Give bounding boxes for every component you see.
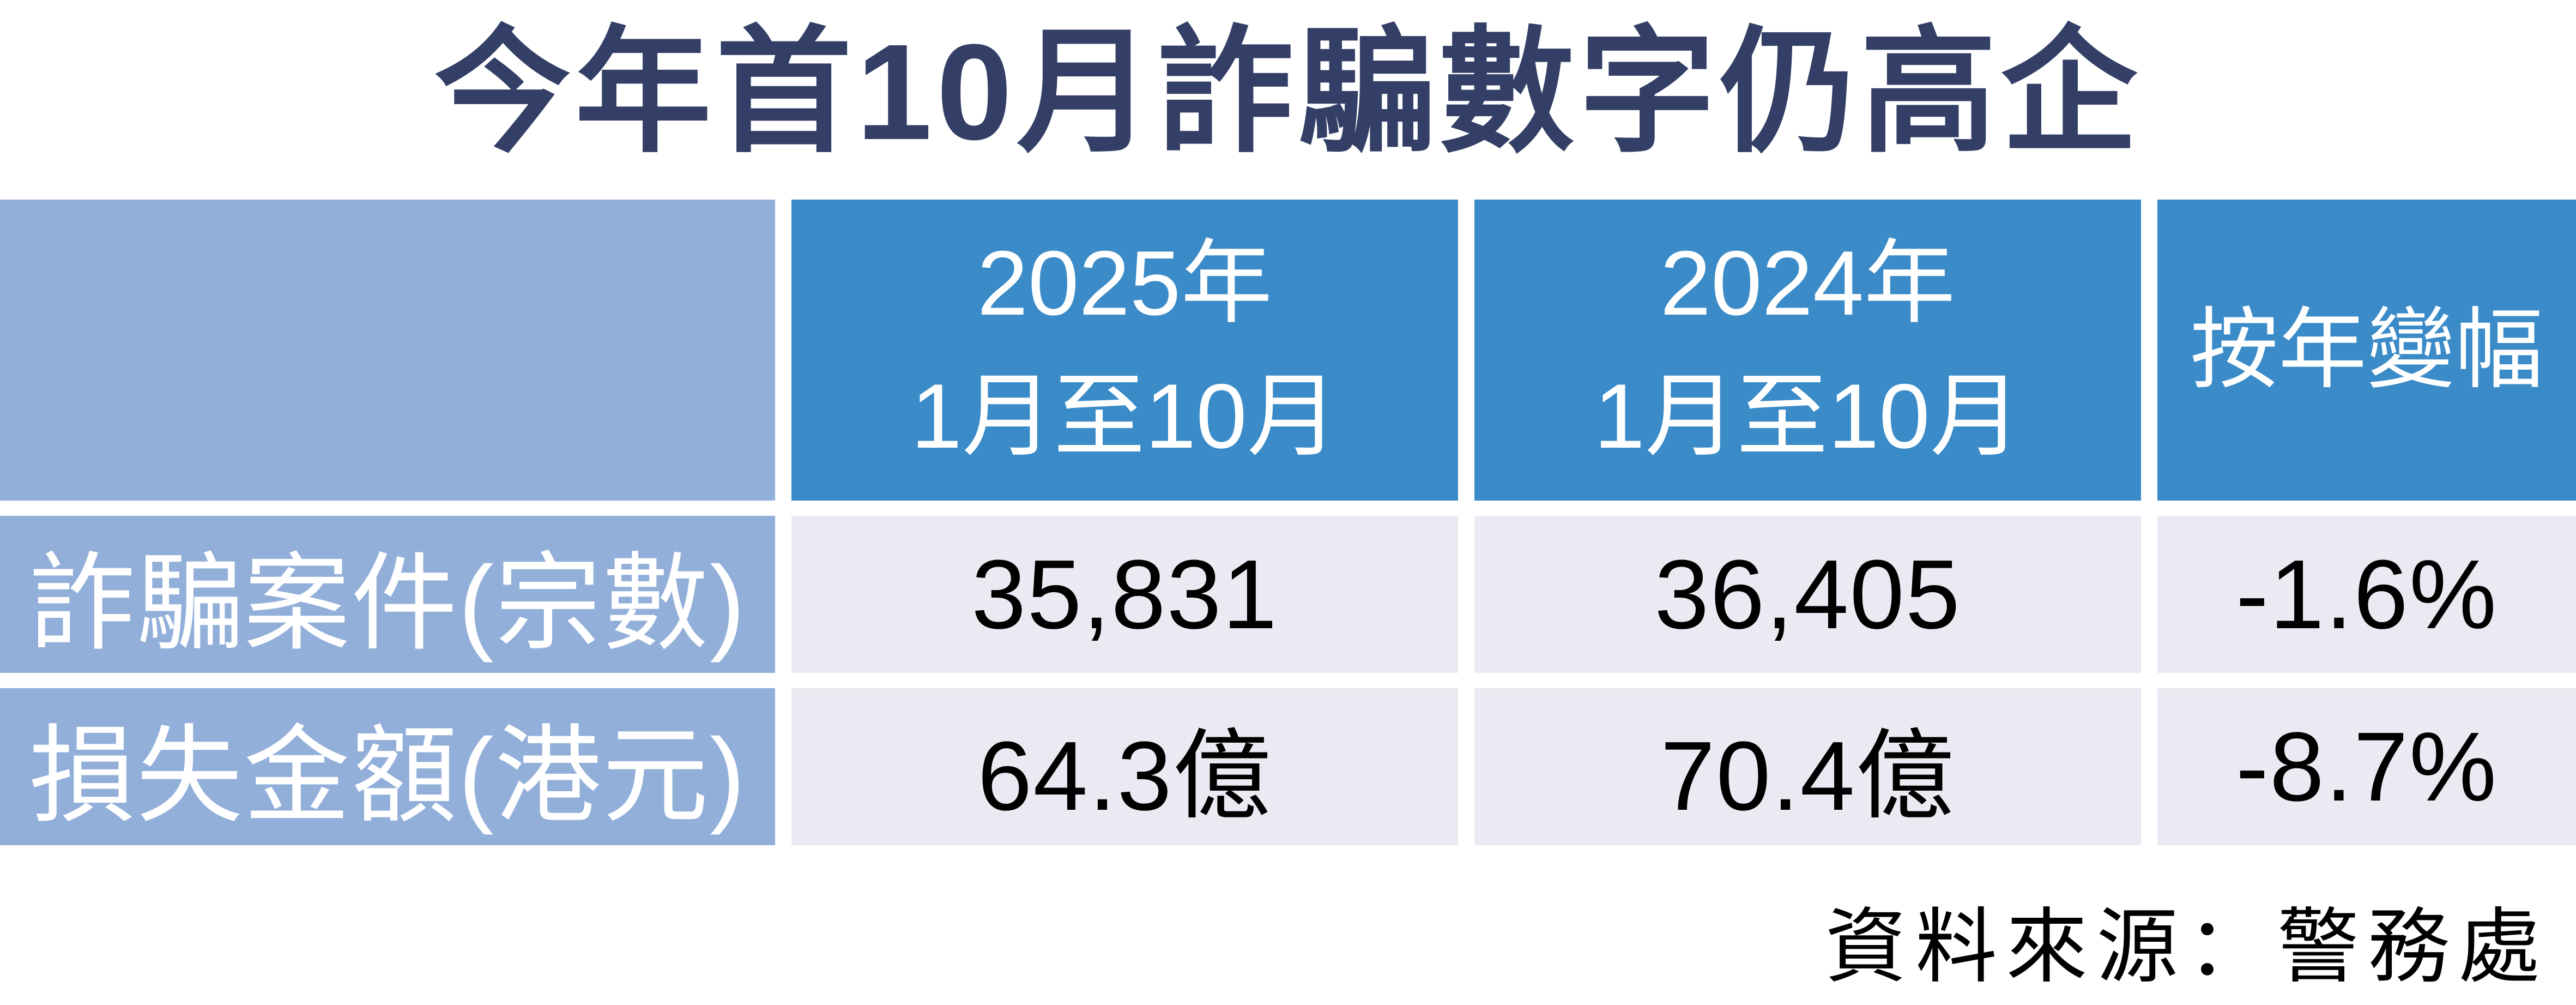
fraud-cases-yoy-change: -1.6% (2157, 516, 2576, 673)
fraud-cases-2024-value: 36,405 (1474, 516, 2141, 673)
column-header-yoy: 按年變幅 (2157, 200, 2576, 501)
table-corner-cell (0, 200, 775, 501)
row-label-fraud-cases: 詐騙案件(宗數) (0, 516, 775, 673)
column-header-2024: 2024年 1月至10月 (1474, 200, 2141, 501)
loss-amount-yoy-change: -8.7% (2157, 688, 2576, 845)
stats-table: 2025年 1月至10月 2024年 1月至10月 按年變幅 詐騙案件(宗數) … (0, 200, 2576, 845)
column-header-2025-line2: 1月至10月 (911, 365, 1339, 467)
loss-amount-2025-value: 64.3億 (791, 688, 1458, 845)
column-header-yoy-label: 按年變幅 (2190, 300, 2543, 399)
column-header-2024-line1: 2024年 (1660, 232, 1956, 335)
loss-amount-2024-value: 70.4億 (1474, 688, 2141, 845)
column-header-2025-line1: 2025年 (977, 232, 1273, 335)
data-source-note: 資料來源：警務處 (1824, 902, 2549, 993)
row-label-loss-amount: 損失金額(港元) (0, 688, 775, 845)
fraud-cases-2025-value: 35,831 (791, 516, 1458, 673)
page-title: 今年首10月詐騙數字仍高企 (434, 16, 2142, 168)
column-header-2025: 2025年 1月至10月 (791, 200, 1458, 501)
column-header-2024-line2: 1月至10月 (1594, 365, 2022, 467)
